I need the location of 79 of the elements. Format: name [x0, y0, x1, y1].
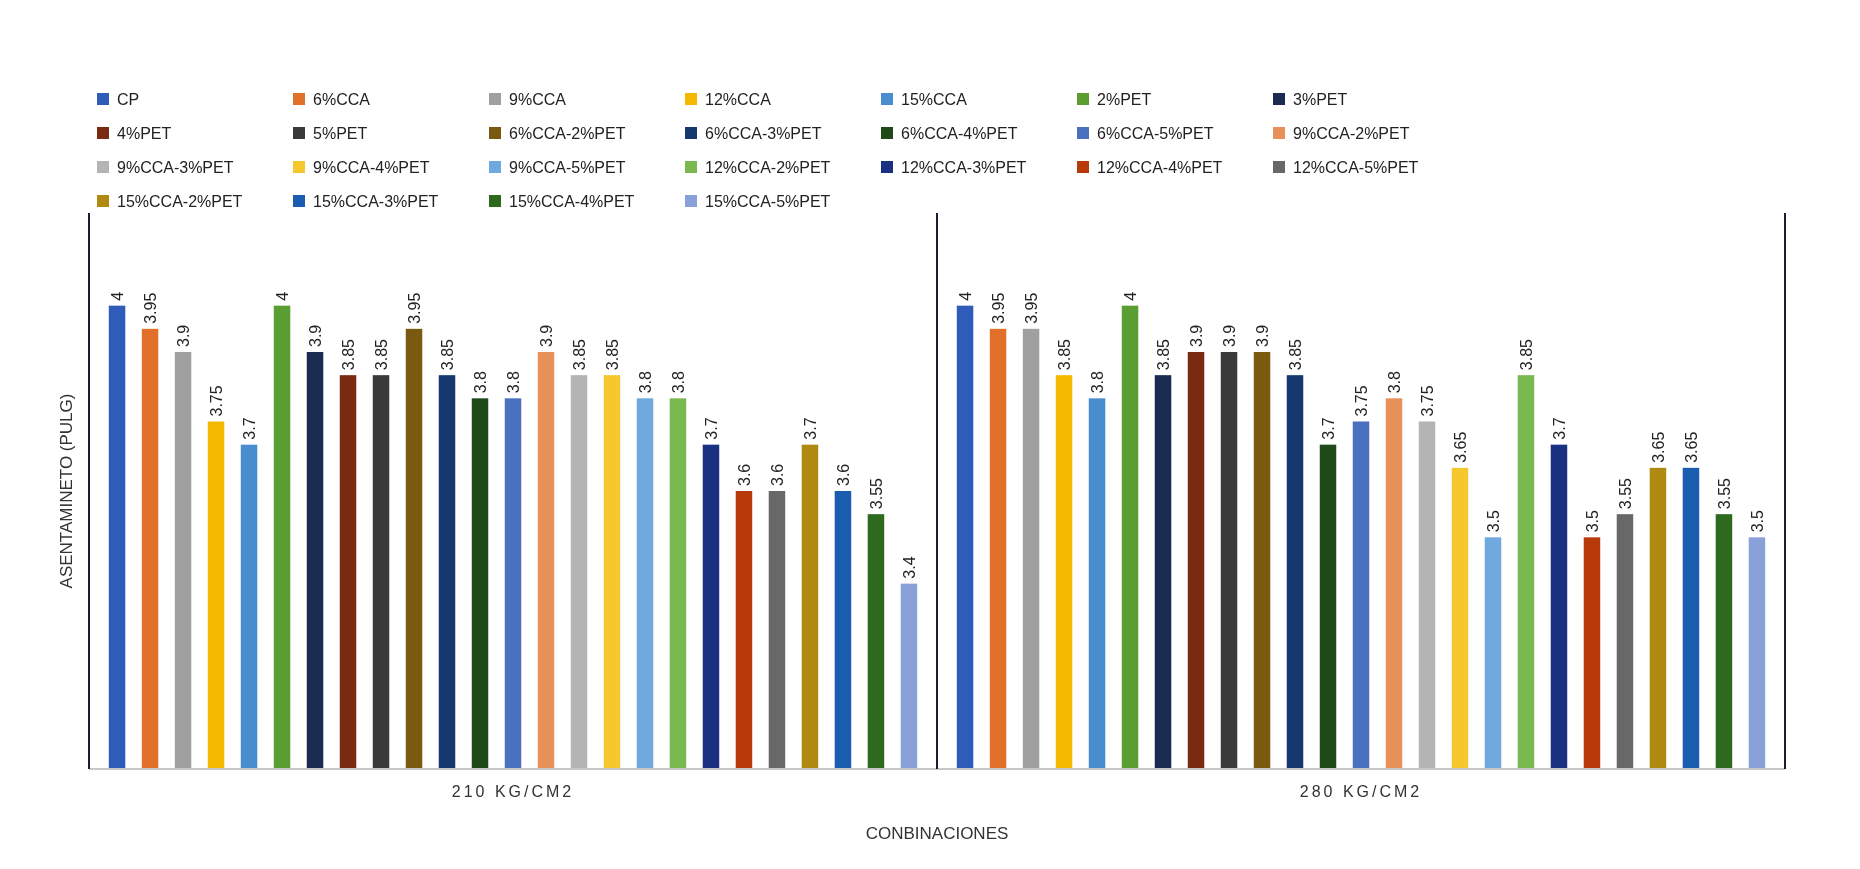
data-label: 3.8	[1089, 370, 1107, 394]
x-tick-label: 280 KG/CM2	[1299, 783, 1423, 800]
y-axis-title: ASENTAMINETO (PULG)	[57, 393, 76, 589]
data-label: 3.9	[1188, 324, 1206, 347]
data-label: 4	[274, 291, 292, 301]
data-label: 3.6	[834, 463, 852, 486]
data-label: 3.8	[1386, 370, 1403, 394]
data-label: 3.75	[208, 385, 226, 417]
legend-label: 9%CCA-5%PET	[509, 159, 626, 176]
data-label: 3.95	[1023, 292, 1041, 324]
data-label: 3.8	[636, 370, 654, 394]
data-label: 3.85	[1056, 338, 1074, 371]
data-label: 3.9	[307, 324, 325, 347]
data-label: 3.55	[867, 477, 885, 510]
legend-label: 6%CCA-4%PET	[901, 125, 1018, 142]
data-label: 3.9	[175, 324, 193, 347]
legend-label: 15%CCA	[901, 91, 968, 108]
legend-label: 12%CCA-2%PET	[705, 159, 831, 176]
data-label: 3.7	[1550, 417, 1568, 440]
legend-label: 12%CCA	[705, 91, 772, 108]
data-label: 3.95	[142, 292, 160, 324]
legend-label: 15%CCA-5%PET	[705, 193, 831, 210]
legend-label: 12%CCA-5%PET	[1293, 159, 1419, 176]
data-label: 3.85	[340, 338, 358, 371]
legend-label: 9%CCA-2%PET	[1293, 125, 1410, 142]
legend-label: 15%CCA-3%PET	[313, 193, 439, 210]
legend-label: 12%CCA-3%PET	[901, 159, 1027, 176]
data-label: 3.55	[1616, 477, 1634, 510]
data-label: 3.65	[1649, 431, 1667, 463]
data-label: 3.55	[1715, 477, 1733, 510]
data-label: 3.85	[439, 338, 457, 371]
data-label: 3.75	[1353, 385, 1370, 417]
data-label: 3.85	[1517, 338, 1535, 371]
data-label: 3.75	[1418, 385, 1436, 417]
data-label: 3.65	[1682, 431, 1700, 463]
data-label: 3.9	[1221, 324, 1239, 347]
legend-label: 6%CCA-2%PET	[509, 125, 626, 142]
legend-label: 12%CCA-4%PET	[1097, 159, 1223, 176]
data-label: 3.5	[1748, 509, 1766, 533]
legend-label: 6%CCA	[313, 91, 371, 108]
data-label: 3.95	[406, 292, 424, 324]
legend-label: 9%CCA	[509, 91, 567, 108]
data-label: 3.7	[241, 417, 259, 440]
data-label: 3.7	[1320, 417, 1337, 440]
legend-label: 9%CCA-3%PET	[117, 159, 234, 176]
x-tick-label: 210 KG/CM2	[451, 783, 575, 800]
legend-label: 15%CCA-4%PET	[509, 193, 635, 210]
data-label: 3.8	[472, 370, 489, 394]
data-label: 3.6	[768, 463, 786, 486]
data-label: 3.65	[1451, 431, 1469, 463]
legend-label: 2%PET	[1097, 91, 1152, 108]
data-label: 4	[1122, 291, 1140, 301]
data-label: 3.8	[505, 370, 522, 394]
data-label: 3.8	[669, 370, 687, 394]
data-label: 3.85	[373, 338, 391, 371]
legend-label: 15%CCA-2%PET	[117, 193, 243, 210]
data-label: 3.85	[1287, 338, 1305, 371]
legend-label: CP	[117, 91, 140, 108]
data-label: 3.95	[990, 292, 1008, 324]
data-label: 3.7	[702, 417, 720, 440]
data-label: 3.9	[1254, 324, 1272, 347]
data-label: 3.85	[1155, 338, 1173, 371]
data-label: 3.6	[735, 463, 753, 486]
data-label: 3.5	[1583, 509, 1601, 533]
data-label: 3.5	[1484, 509, 1502, 533]
legend-label: 3%PET	[1293, 91, 1348, 108]
data-label: 4	[109, 291, 127, 301]
data-label: 3.7	[801, 417, 819, 440]
data-label: 3.85	[603, 338, 621, 371]
legend-label: 5%PET	[313, 125, 368, 142]
x-axis-title: CONBINACIONES	[865, 824, 1009, 843]
data-label: 3.85	[570, 338, 588, 371]
legend-label: 9%CCA-4%PET	[313, 159, 430, 176]
legend-label: 6%CCA-3%PET	[705, 125, 822, 142]
data-label: 3.4	[900, 556, 918, 579]
legend-label: 6%CCA-5%PET	[1097, 125, 1214, 142]
legend-label: 4%PET	[117, 125, 172, 142]
data-label: 4	[957, 291, 975, 301]
data-label: 3.9	[538, 324, 555, 347]
